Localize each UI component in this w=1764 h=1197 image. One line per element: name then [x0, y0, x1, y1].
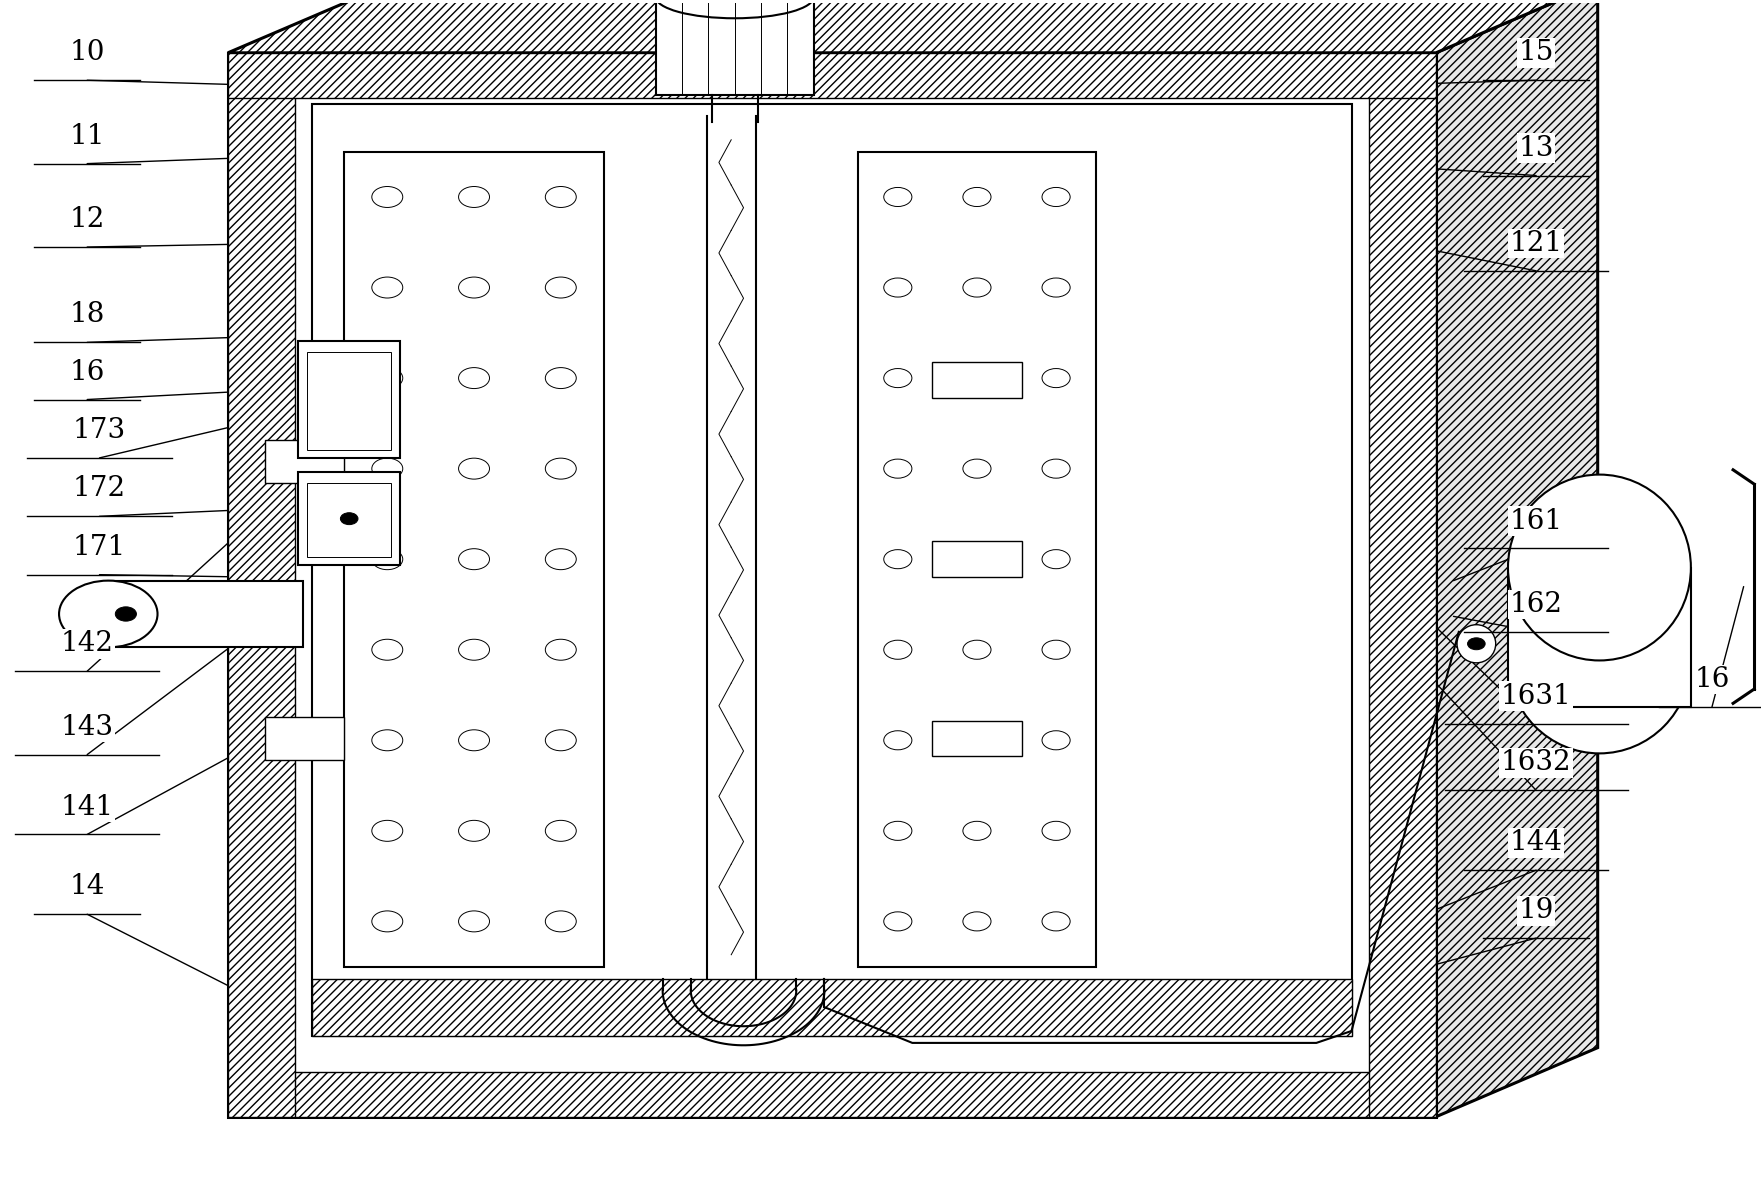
- Text: 161: 161: [1510, 508, 1563, 535]
- Bar: [344, 152, 603, 967]
- Circle shape: [1468, 638, 1485, 650]
- Text: 143: 143: [60, 713, 113, 741]
- Bar: [298, 472, 400, 565]
- Bar: [931, 541, 1021, 577]
- Circle shape: [115, 607, 136, 621]
- Bar: [265, 717, 344, 760]
- Text: 1631: 1631: [1501, 682, 1572, 710]
- Text: 14: 14: [69, 874, 104, 900]
- Bar: [312, 979, 1351, 1035]
- Polygon shape: [228, 0, 1598, 53]
- Bar: [228, 53, 1436, 98]
- Bar: [656, 0, 813, 95]
- Bar: [298, 341, 400, 458]
- Bar: [228, 1071, 1436, 1117]
- Ellipse shape: [1508, 567, 1692, 753]
- Ellipse shape: [1457, 625, 1496, 663]
- Bar: [108, 581, 303, 648]
- Ellipse shape: [1508, 474, 1692, 661]
- Ellipse shape: [656, 0, 813, 18]
- Text: 10: 10: [69, 40, 104, 66]
- Bar: [307, 482, 392, 557]
- Text: 15: 15: [1519, 40, 1554, 66]
- Bar: [228, 53, 1436, 1117]
- Circle shape: [58, 581, 157, 648]
- Text: 162: 162: [1510, 591, 1563, 618]
- Text: 173: 173: [72, 417, 125, 444]
- Bar: [931, 721, 1021, 757]
- Bar: [312, 104, 1351, 1035]
- Bar: [931, 361, 1021, 397]
- Text: 171: 171: [72, 534, 125, 560]
- Text: 16: 16: [69, 359, 104, 385]
- Text: 144: 144: [1510, 830, 1563, 856]
- Text: 12: 12: [69, 206, 104, 233]
- Text: 1632: 1632: [1501, 749, 1572, 777]
- Polygon shape: [1436, 0, 1598, 1117]
- Text: 18: 18: [69, 302, 104, 328]
- Text: 11: 11: [69, 123, 104, 150]
- Bar: [1369, 53, 1436, 1117]
- Bar: [265, 440, 344, 482]
- Circle shape: [340, 512, 358, 524]
- Text: 172: 172: [72, 475, 125, 503]
- Text: 19: 19: [1519, 898, 1554, 924]
- Bar: [228, 53, 295, 1117]
- Text: 16: 16: [1693, 666, 1730, 693]
- Text: 142: 142: [60, 631, 113, 657]
- Bar: [1508, 567, 1692, 707]
- Bar: [307, 352, 392, 450]
- Text: 13: 13: [1519, 134, 1554, 162]
- Text: 121: 121: [1510, 230, 1563, 257]
- Text: 141: 141: [60, 794, 113, 820]
- Bar: [859, 152, 1095, 967]
